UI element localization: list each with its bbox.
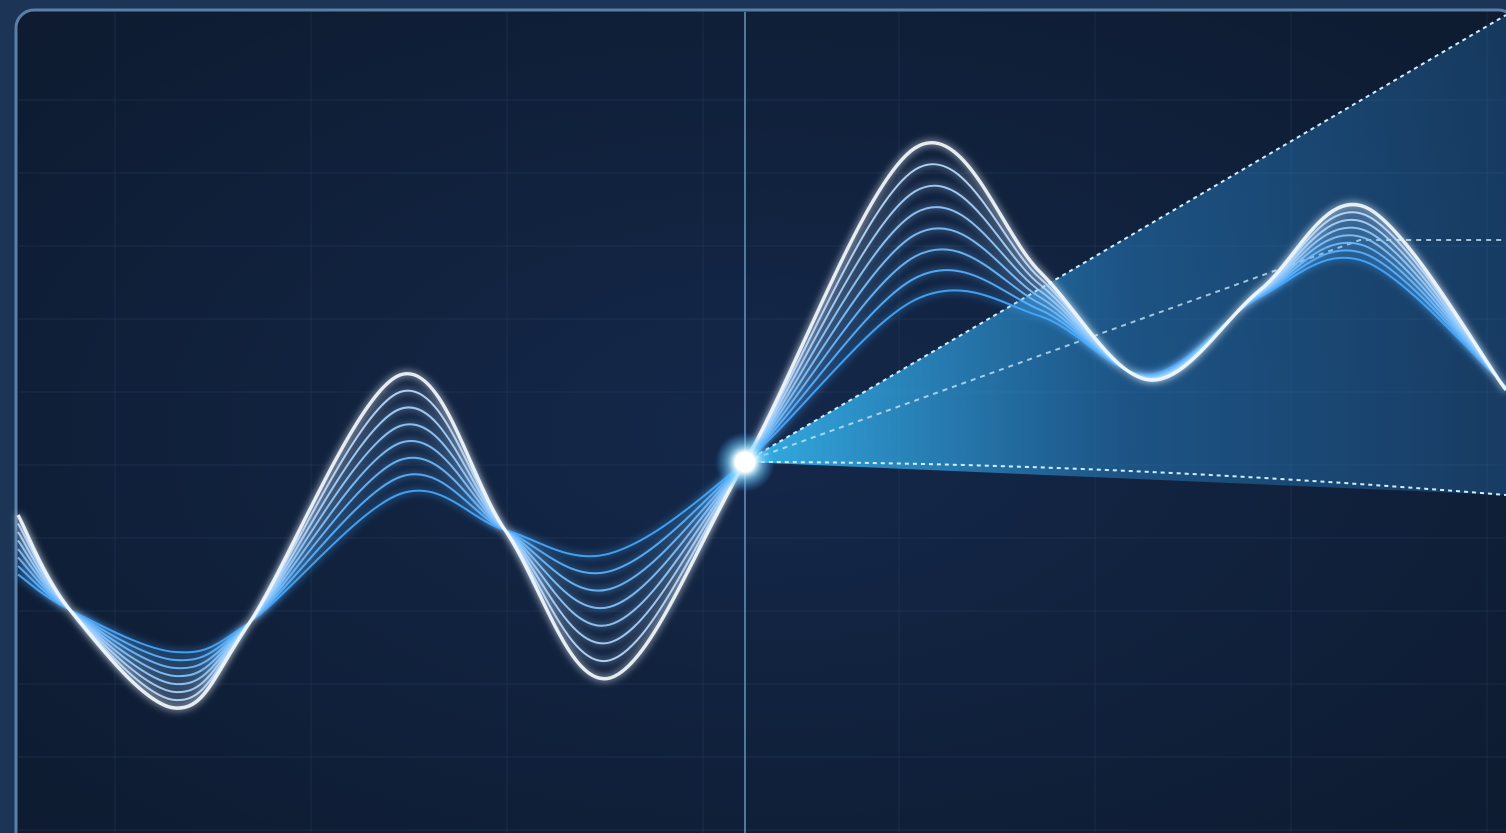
page: (() => { const NS = 'http://www.w3.org/2… (0, 0, 1506, 833)
wave-visualization (0, 0, 1506, 833)
focus-point (735, 452, 755, 472)
